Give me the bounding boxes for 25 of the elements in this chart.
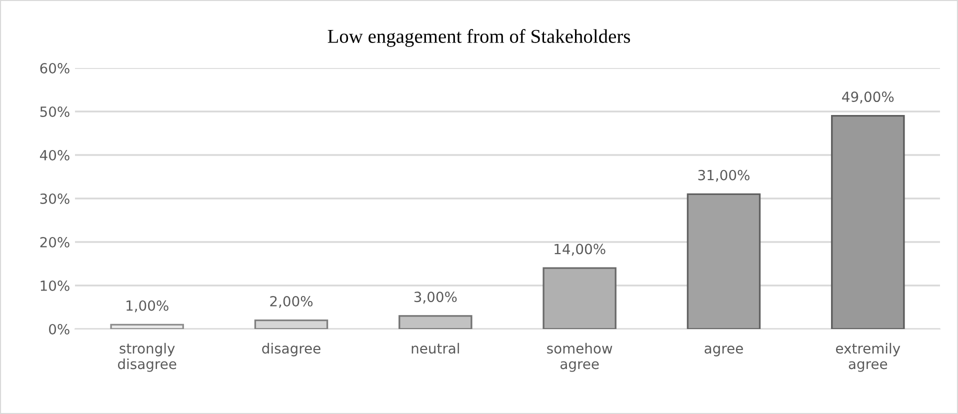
x-tick-label: extremily agree — [836, 342, 900, 372]
y-tick-label: 0% — [49, 324, 70, 334]
x-tick-label: strongly disagree — [118, 342, 176, 372]
bar — [542, 267, 616, 329]
y-tick-label: 10% — [40, 280, 70, 291]
data-label: 1,00% — [126, 300, 168, 312]
y-tick-label: 40% — [40, 150, 70, 160]
x-tick-label: neutral — [412, 342, 459, 354]
data-label: 14,00% — [554, 244, 606, 256]
y-tick-label: 60% — [40, 62, 70, 74]
y-tick-label: 30% — [40, 193, 70, 204]
bar — [686, 193, 761, 329]
data-label: 2,00% — [270, 296, 313, 308]
data-label: 3,00% — [414, 292, 457, 304]
bar — [398, 315, 472, 329]
y-tick-label: 50% — [40, 106, 70, 117]
data-label: 31,00% — [698, 170, 750, 182]
x-tick-label: agree — [704, 346, 743, 356]
x-tick-label: disagree — [262, 342, 320, 356]
x-tick-label: somehow agree — [547, 342, 612, 372]
y-tick-label: 20% — [40, 236, 70, 248]
bar — [831, 115, 905, 329]
bar — [110, 324, 184, 329]
chart-title: Low engagement from of Stakeholders — [328, 29, 630, 47]
data-label: 49,00% — [842, 92, 894, 104]
